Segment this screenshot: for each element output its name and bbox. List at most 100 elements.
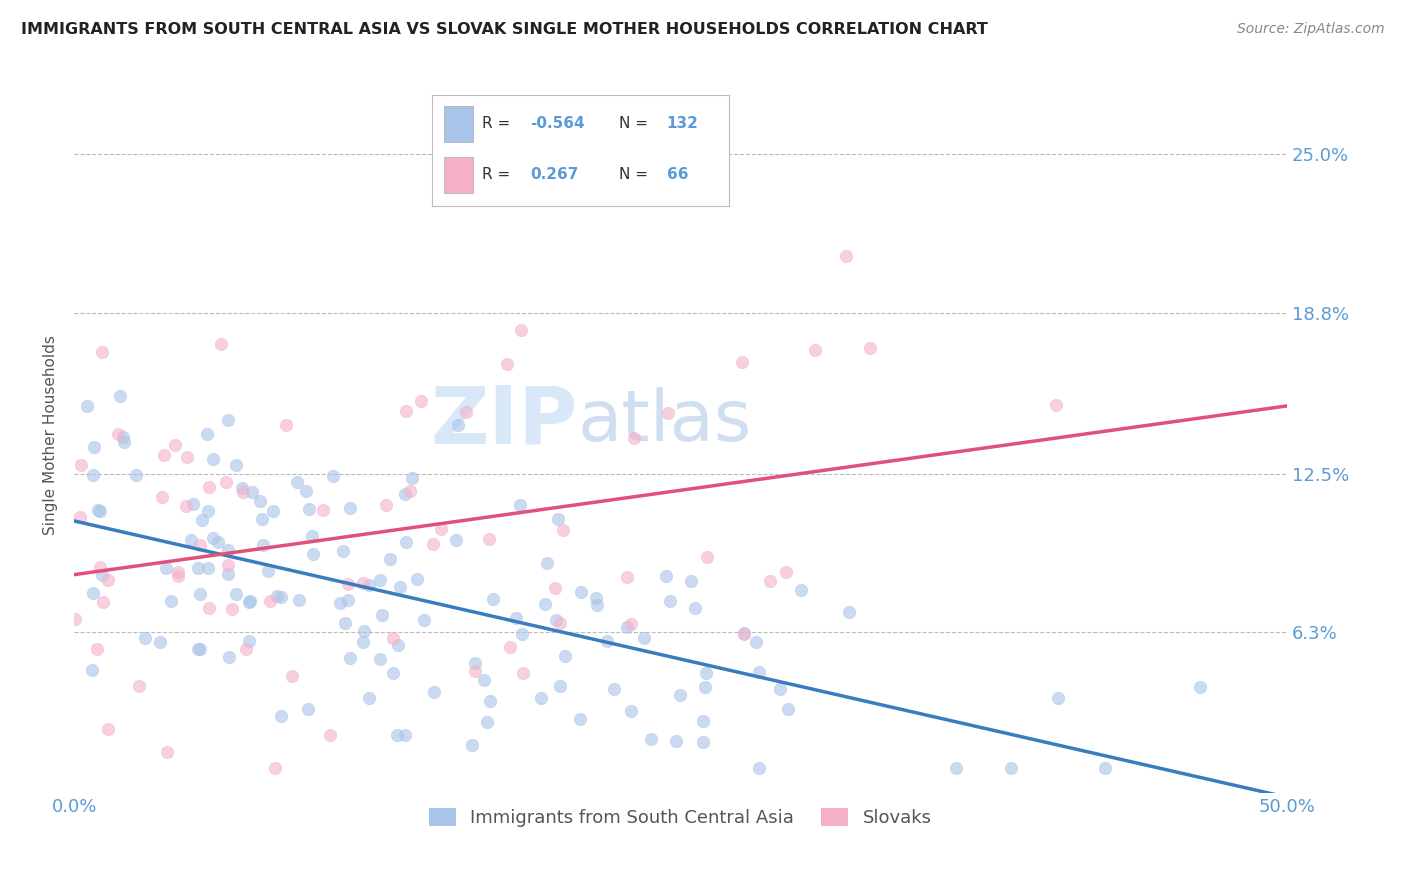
- Point: [249, 493, 271, 508]
- Point: [1045, 398, 1067, 412]
- Point: [107, 426, 129, 441]
- Point: [217, 558, 239, 573]
- Point: [69, 509, 91, 524]
- Point: [530, 690, 553, 705]
- Point: [332, 544, 354, 558]
- Point: [270, 590, 292, 604]
- Point: [353, 624, 375, 638]
- Point: [512, 627, 534, 641]
- Point: [395, 535, 418, 549]
- Point: [769, 682, 792, 697]
- Point: [623, 431, 645, 445]
- Point: [125, 467, 148, 482]
- Point: [197, 504, 219, 518]
- Point: [401, 470, 423, 484]
- Point: [301, 528, 323, 542]
- Point: [510, 323, 533, 337]
- Point: [640, 732, 662, 747]
- Point: [176, 450, 198, 464]
- Point: [394, 486, 416, 500]
- Point: [378, 551, 401, 566]
- Point: [153, 448, 176, 462]
- Point: [547, 512, 569, 526]
- Point: [554, 649, 576, 664]
- Point: [188, 587, 211, 601]
- Point: [748, 665, 770, 680]
- Point: [259, 593, 281, 607]
- Point: [70, 458, 93, 473]
- Point: [1094, 761, 1116, 775]
- Point: [322, 469, 344, 483]
- Point: [281, 669, 304, 683]
- Point: [945, 761, 967, 775]
- Point: [93, 595, 115, 609]
- Point: [733, 627, 755, 641]
- Point: [475, 714, 498, 729]
- Point: [368, 652, 391, 666]
- Point: [89, 504, 111, 518]
- Point: [731, 355, 754, 369]
- Point: [295, 483, 318, 498]
- Point: [496, 357, 519, 371]
- Point: [659, 594, 682, 608]
- Point: [472, 673, 495, 688]
- Point: [395, 404, 418, 418]
- Point: [187, 641, 209, 656]
- Point: [86, 641, 108, 656]
- Point: [463, 664, 485, 678]
- Point: [512, 665, 534, 680]
- Point: [82, 467, 104, 482]
- Point: [533, 597, 555, 611]
- Point: [683, 600, 706, 615]
- Point: [696, 550, 718, 565]
- Text: ZIP: ZIP: [430, 382, 578, 460]
- Point: [190, 512, 212, 526]
- Point: [394, 728, 416, 742]
- Point: [240, 485, 263, 500]
- Point: [114, 435, 136, 450]
- Point: [859, 341, 882, 355]
- Point: [217, 413, 239, 427]
- Point: [616, 570, 638, 584]
- Point: [225, 587, 247, 601]
- Point: [238, 633, 260, 648]
- Point: [405, 572, 427, 586]
- Point: [202, 532, 225, 546]
- Point: [389, 580, 412, 594]
- Point: [339, 651, 361, 665]
- Point: [207, 534, 229, 549]
- Point: [217, 566, 239, 581]
- Point: [1189, 680, 1212, 694]
- Point: [585, 598, 607, 612]
- Point: [758, 574, 780, 588]
- Point: [188, 642, 211, 657]
- Point: [238, 595, 260, 609]
- Point: [790, 582, 813, 597]
- Point: [217, 542, 239, 557]
- Point: [319, 728, 342, 742]
- Point: [225, 458, 247, 473]
- Point: [256, 564, 278, 578]
- Point: [197, 561, 219, 575]
- Point: [181, 497, 204, 511]
- Point: [150, 491, 173, 505]
- Point: [357, 578, 380, 592]
- Point: [461, 738, 484, 752]
- Point: [548, 680, 571, 694]
- Point: [775, 565, 797, 579]
- Point: [478, 694, 501, 708]
- Point: [616, 620, 638, 634]
- Point: [413, 613, 436, 627]
- Point: [679, 574, 702, 588]
- Point: [221, 602, 243, 616]
- Point: [218, 649, 240, 664]
- Point: [252, 512, 274, 526]
- Point: [215, 475, 238, 489]
- Point: [287, 592, 309, 607]
- Point: [198, 600, 221, 615]
- Point: [159, 593, 181, 607]
- Point: [91, 344, 114, 359]
- Point: [128, 679, 150, 693]
- Text: Source: ZipAtlas.com: Source: ZipAtlas.com: [1237, 22, 1385, 37]
- Point: [239, 594, 262, 608]
